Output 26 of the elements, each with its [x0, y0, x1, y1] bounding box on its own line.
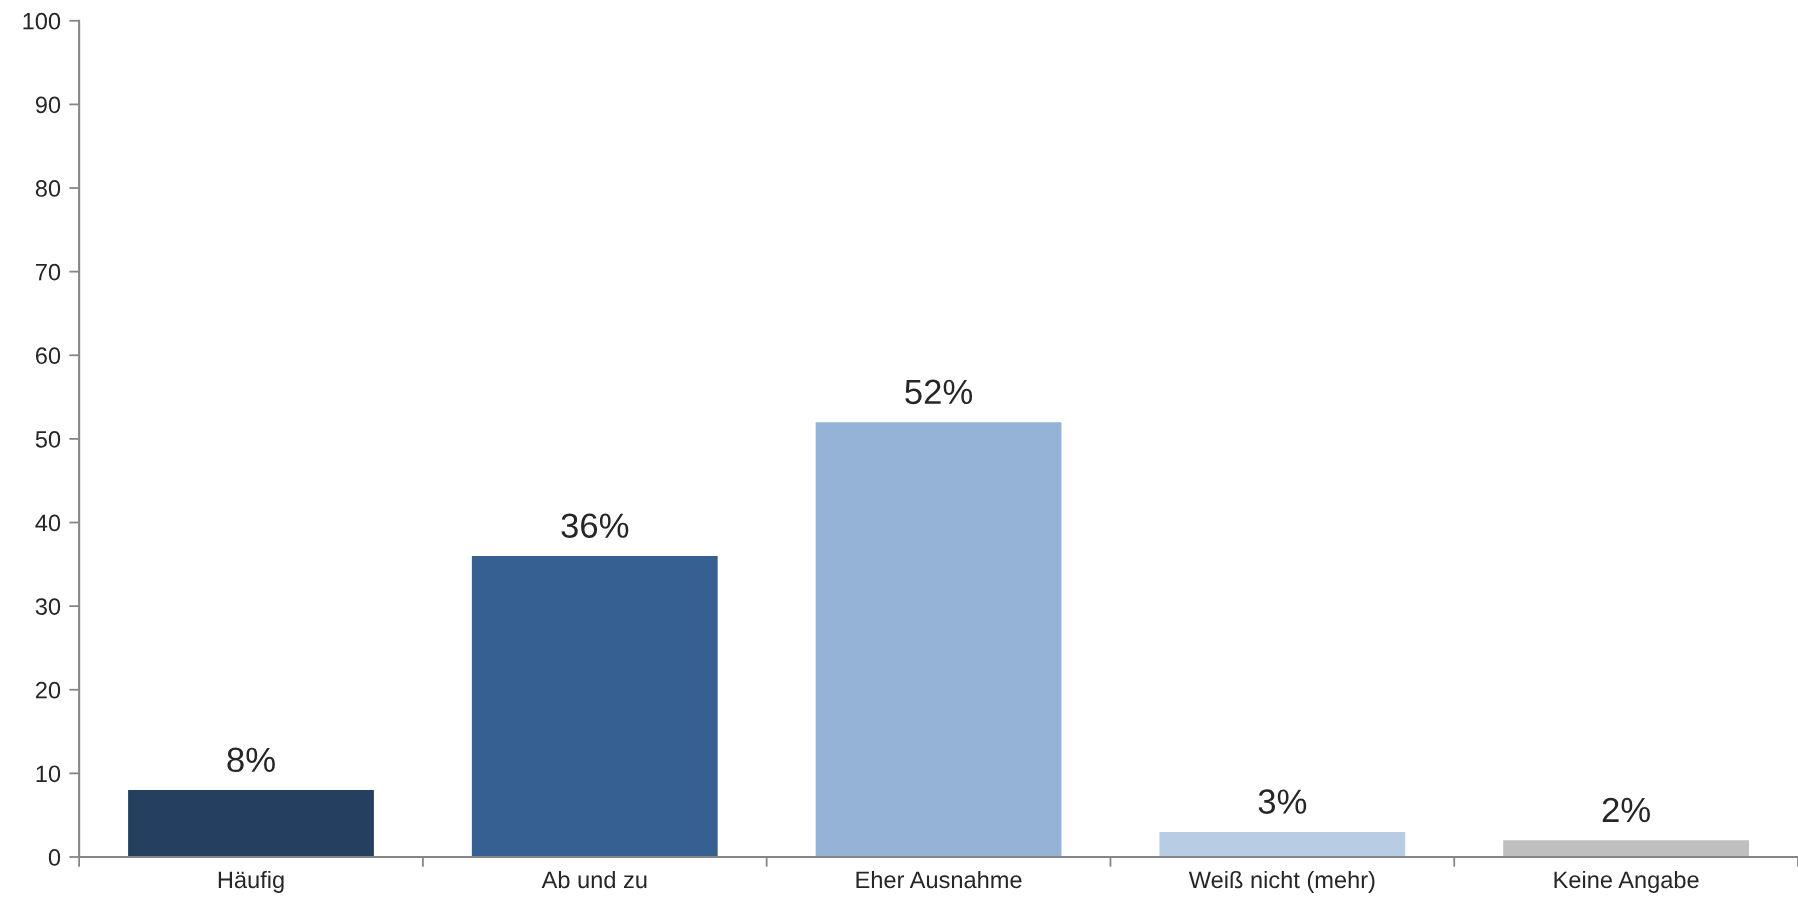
data-label: 8%: [227, 747, 275, 773]
bar: [815, 422, 1062, 857]
y-tick-label: 60: [36, 347, 61, 365]
y-tick-label: 80: [35, 180, 61, 197]
y-tick-label: 50: [35, 430, 61, 448]
y-tick-label: 20: [35, 681, 61, 699]
bar: [1159, 831, 1406, 857]
data-label: 3%: [1258, 789, 1307, 814]
x-tick-label: Keine Angabe: [1554, 870, 1699, 893]
y-tick-label: 70: [36, 263, 61, 281]
data-label: 52%: [905, 379, 973, 405]
y-tick-label: 30: [35, 598, 61, 615]
bar: [471, 555, 718, 857]
y-tick-label: 10: [36, 765, 61, 783]
x-tick-label: Weiß nicht (mehr): [1188, 870, 1375, 893]
x-tick-label: Ab und zu: [541, 870, 647, 889]
data-label: 2%: [1602, 797, 1650, 823]
y-tick-label: 90: [35, 96, 61, 114]
x-tick-label: Eher Ausnahme: [856, 870, 1022, 889]
data-label: 36%: [561, 513, 629, 538]
y-tick-label: 40: [35, 514, 61, 532]
x-tick-label: Häufig: [218, 870, 284, 893]
y-tick-label: 0: [48, 849, 61, 866]
bar: [1503, 840, 1750, 857]
y-tick-label: 100: [23, 12, 61, 30]
bar: [128, 790, 374, 857]
